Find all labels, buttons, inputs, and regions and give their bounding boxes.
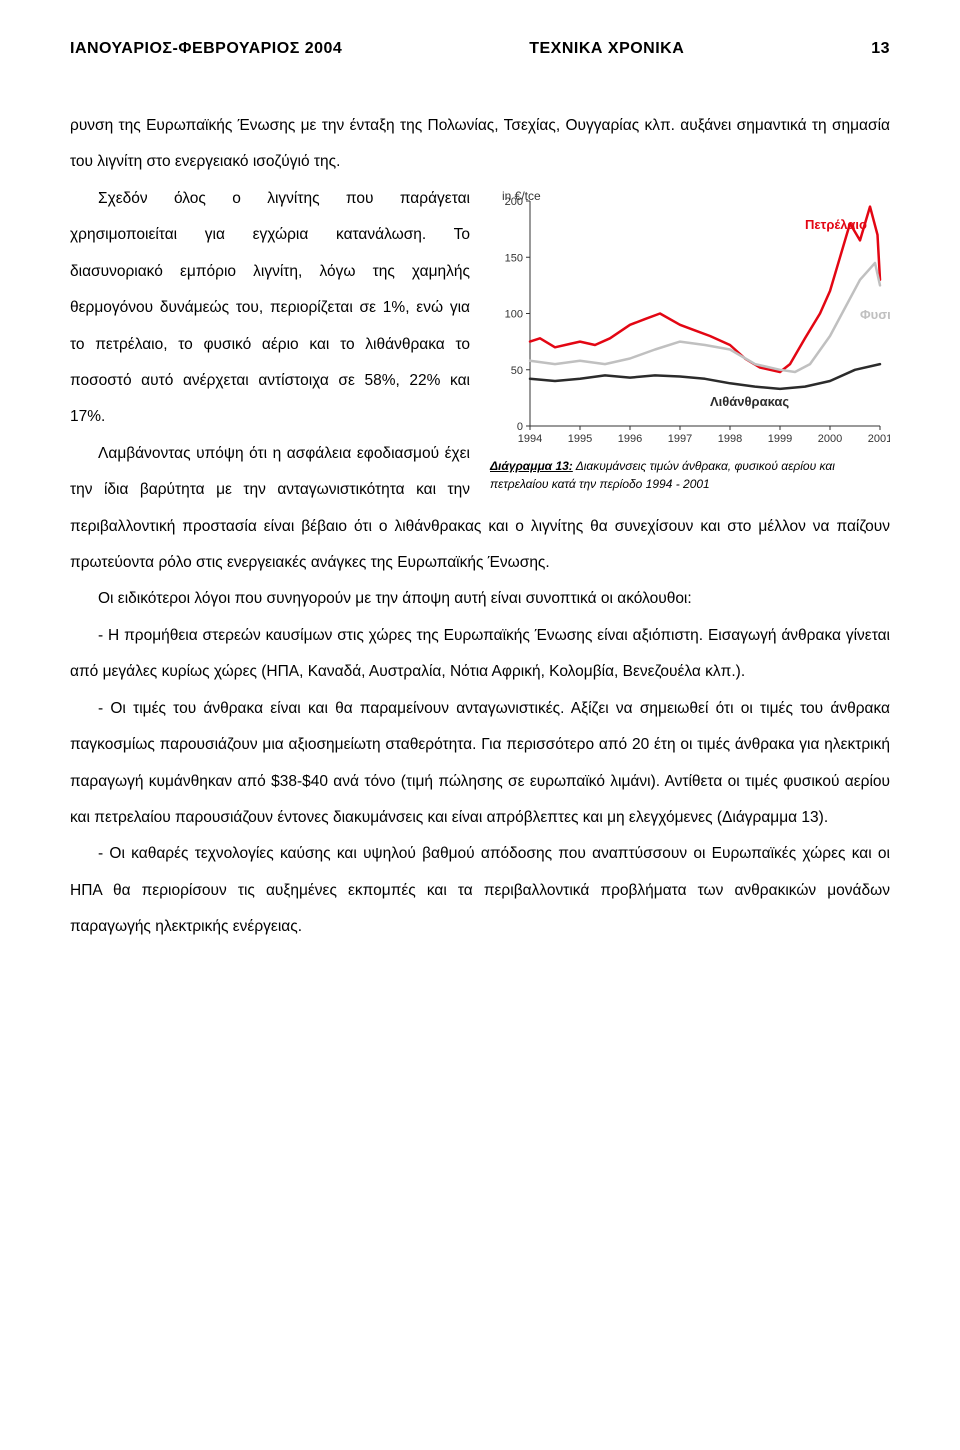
svg-text:in €/tce: in €/tce — [502, 191, 541, 203]
svg-text:150: 150 — [505, 252, 523, 264]
chart-container: 0501001502001994199519961997199819992000… — [490, 191, 890, 493]
bullet-3: - Οι καθαρές τεχνολογίες καύσης και υψηλ… — [70, 836, 890, 945]
svg-text:2000: 2000 — [818, 433, 842, 445]
header-left: ΙΑΝΟΥΑΡΙΟΣ-ΦΕΒΡΟΥΑΡΙΟΣ 2004 — [70, 40, 342, 58]
svg-text:100: 100 — [505, 308, 523, 320]
bullet-2: - Οι τιμές του άνθρακα είναι και θα παρα… — [70, 691, 890, 837]
svg-text:Λιθάνθρακας: Λιθάνθρακας — [710, 394, 789, 409]
price-chart: 0501001502001994199519961997199819992000… — [490, 191, 890, 451]
svg-text:1996: 1996 — [618, 433, 642, 445]
svg-text:50: 50 — [511, 365, 523, 377]
svg-text:2001: 2001 — [868, 433, 890, 445]
header-page-number: 13 — [871, 40, 890, 58]
svg-text:1997: 1997 — [668, 433, 692, 445]
paragraph-4: Οι ειδικότεροι λόγοι που συνηγορούν με τ… — [70, 581, 890, 617]
svg-text:0: 0 — [517, 421, 523, 433]
header-center: ΤΕΧΝΙΚΑ ΧΡΟΝΙΚΑ — [529, 40, 684, 58]
chart-caption-lead: Διάγραμμα 13: — [490, 459, 573, 473]
svg-text:1994: 1994 — [518, 433, 542, 445]
page-header: ΙΑΝΟΥΑΡΙΟΣ-ΦΕΒΡΟΥΑΡΙΟΣ 2004 ΤΕΧΝΙΚΑ ΧΡΟΝ… — [70, 40, 890, 58]
svg-text:Φυσικό αέριο: Φυσικό αέριο — [860, 307, 890, 322]
svg-text:1999: 1999 — [768, 433, 792, 445]
article-body: ρυνση της Ευρωπαϊκής Ένωσης με την ένταξ… — [70, 108, 890, 946]
bullet-1: - Η προμήθεια στερεών καυσίμων στις χώρε… — [70, 618, 890, 691]
svg-text:1995: 1995 — [568, 433, 592, 445]
chart-caption: Διάγραμμα 13: Διακυμάνσεις τιμών άνθρακα… — [490, 457, 890, 493]
paragraph-1: ρυνση της Ευρωπαϊκής Ένωσης με την ένταξ… — [70, 108, 890, 181]
svg-text:Πετρέλαιο: Πετρέλαιο — [805, 217, 867, 232]
svg-text:1998: 1998 — [718, 433, 742, 445]
